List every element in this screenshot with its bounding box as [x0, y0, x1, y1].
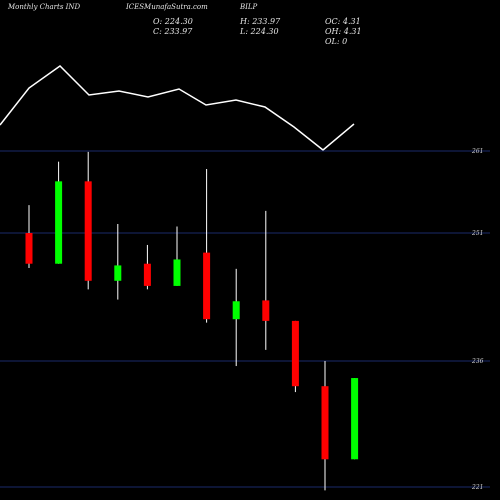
candle-body [262, 300, 270, 321]
candle-down [25, 205, 33, 268]
candle-body [173, 259, 181, 286]
candle-up [351, 378, 359, 460]
y-tick-label: 221 [471, 484, 483, 491]
candle-body [84, 181, 92, 281]
candle-body [114, 265, 122, 281]
candle-body [321, 386, 329, 460]
ohlc-ol: OL: 0 [325, 37, 348, 46]
candle-down [203, 169, 211, 323]
candle-body [351, 378, 359, 460]
candle-body [232, 301, 240, 320]
chart-symbol: BILP [240, 3, 258, 11]
candle-up [173, 226, 181, 286]
candle-down [143, 244, 151, 290]
candle-body [143, 263, 151, 286]
candle-body [291, 320, 299, 387]
candle-up [55, 161, 63, 264]
y-tick-label: 261 [471, 148, 483, 155]
ohlc-open: O: 224.30 [153, 17, 193, 26]
chart-title-left: Monthly Charts IND [8, 3, 81, 11]
candle-body [25, 233, 33, 264]
candle-up [232, 268, 240, 367]
candle-down [84, 151, 92, 290]
ohlc-close: C: 233.97 [153, 27, 193, 36]
ohlc-oc: OC: 4.31 [325, 17, 361, 26]
chart-source: ICESMunafaSutra.com [126, 3, 208, 11]
candle-down [321, 361, 329, 491]
candle-down [291, 320, 299, 393]
candle-up [114, 223, 122, 300]
ohlc-high: H: 233.97 [240, 17, 281, 26]
candle-body [55, 181, 63, 264]
ohlc-low: L: 224.30 [240, 27, 279, 36]
y-tick-label: 236 [471, 358, 484, 365]
ohlc-oh: OH: 4.31 [325, 27, 362, 36]
y-tick-label: 251 [471, 230, 483, 237]
overlay-line [0, 65, 355, 151]
candle-down [262, 210, 270, 350]
candle-body [203, 252, 211, 320]
